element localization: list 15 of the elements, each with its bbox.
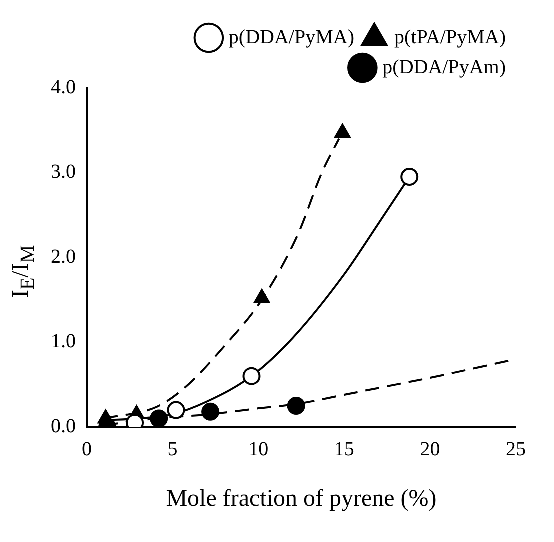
x-tick-label: 0 xyxy=(82,438,92,460)
y-tick-label: 2.0 xyxy=(51,246,76,268)
legend-label: p(DDA/PyMA) xyxy=(228,26,354,48)
legend-label: p(tPA/PyMA) xyxy=(394,26,506,48)
x-tick-label: 5 xyxy=(168,438,178,460)
y-tick-label: 3.0 xyxy=(51,161,76,184)
x-tick-label: 10 xyxy=(248,438,269,460)
y-tick-label: 1.0 xyxy=(51,330,76,353)
y-tick-label: 4.0 xyxy=(51,76,76,98)
legend-label: p(DDA/PyAm) xyxy=(382,56,506,78)
x-tick-label: 25 xyxy=(506,438,526,460)
y-tick-label: 0.0 xyxy=(51,415,76,438)
x-tick-label: 15 xyxy=(334,438,354,460)
x-axis-title: Mole fraction of pyrene (%) xyxy=(166,486,437,512)
x-tick-label: 20 xyxy=(420,438,440,460)
